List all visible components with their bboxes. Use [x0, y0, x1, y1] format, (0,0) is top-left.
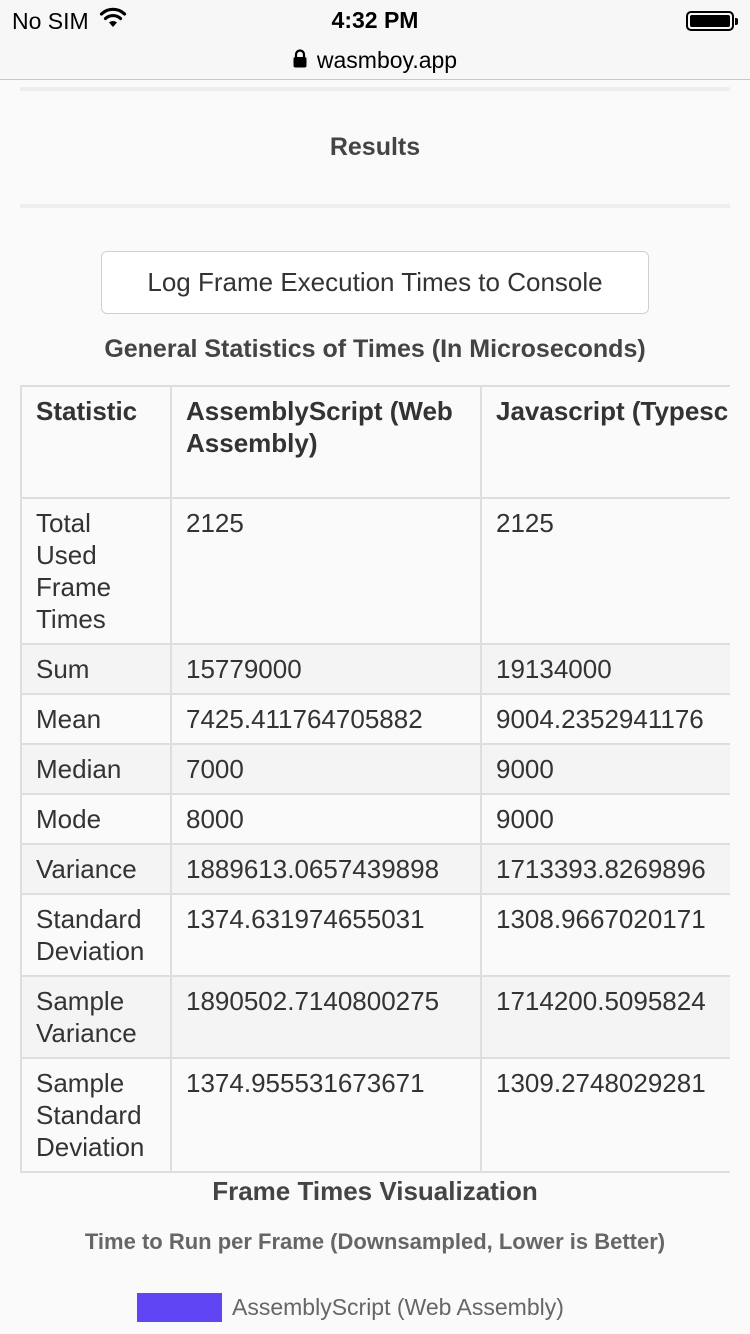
row-value-js: 1308.9667020171: [480, 893, 730, 977]
row-label: Variance: [20, 843, 172, 895]
row-label: Mode: [20, 793, 172, 845]
stats-table-container[interactable]: Statistic AssemblyScript (Web Assembly) …: [20, 385, 730, 1173]
row-value-as: 15779000: [170, 643, 482, 695]
row-value-as: 2125: [170, 497, 482, 645]
carrier-label: No SIM: [12, 7, 89, 34]
row-label: Median: [20, 743, 172, 795]
row-label: Sum: [20, 643, 172, 695]
table-row: Standard Deviation 1374.631974655031 130…: [20, 893, 730, 977]
divider: [20, 87, 730, 91]
row-value-as: 8000: [170, 793, 482, 845]
legend-swatch: [137, 1293, 222, 1322]
row-value-js: 19134000: [480, 643, 730, 695]
row-value-js: 2125: [480, 497, 730, 645]
legend-label: AssemblyScript (Web Assembly): [232, 1294, 564, 1320]
row-value-as: 1374.631974655031: [170, 893, 482, 977]
status-bar: No SIM 4:32 PM: [0, 0, 750, 42]
table-header-row: Statistic AssemblyScript (Web Assembly) …: [20, 385, 730, 499]
lock-icon: [293, 47, 307, 74]
table-row: Sample Variance 1890502.7140800275 17142…: [20, 975, 730, 1059]
header-javascript: Javascript (Typescript): [480, 385, 730, 499]
row-value-js: 9000: [480, 793, 730, 845]
header-statistic: Statistic: [20, 385, 172, 499]
row-value-as: 1889613.0657439898: [170, 843, 482, 895]
chart-legend[interactable]: AssemblyScript (Web Assembly): [137, 1293, 564, 1322]
row-value-js: 1713393.8269896: [480, 843, 730, 895]
url-domain[interactable]: wasmboy.app: [316, 47, 458, 73]
row-value-as: 1374.955531673671: [170, 1057, 482, 1173]
stats-title: General Statistics of Times (In Microsec…: [104, 335, 646, 363]
row-value-js: 9000: [480, 743, 730, 795]
visualization-title: Frame Times Visualization: [212, 1176, 538, 1206]
row-value-js: 1309.2748029281: [480, 1057, 730, 1173]
row-label: Standard Deviation: [20, 893, 172, 977]
table-row: Mean 7425.411764705882 9004.2352941176: [20, 693, 730, 745]
row-label: Sample Variance: [20, 975, 172, 1059]
table-row: Variance 1889613.0657439898 1713393.8269…: [20, 843, 730, 895]
row-value-js: 1714200.5095824: [480, 975, 730, 1059]
url-bar[interactable]: wasmboy.app: [0, 42, 750, 80]
row-value-as: 7425.411764705882: [170, 693, 482, 745]
header-assemblyscript: AssemblyScript (Web Assembly): [170, 385, 482, 499]
row-value-js: 9004.2352941176: [480, 693, 730, 745]
stats-table: Statistic AssemblyScript (Web Assembly) …: [20, 385, 730, 1173]
row-label: Mean: [20, 693, 172, 745]
row-value-as: 7000: [170, 743, 482, 795]
table-row: Median 7000 9000: [20, 743, 730, 795]
table-row: Mode 8000 9000: [20, 793, 730, 845]
log-frame-times-button[interactable]: Log Frame Execution Times to Console: [101, 251, 649, 314]
table-row: Sample Standard Deviation 1374.955531673…: [20, 1057, 730, 1173]
table-row: Total Used Frame Times 2125 2125: [20, 497, 730, 645]
table-row: Sum 15779000 19134000: [20, 643, 730, 695]
page-content: Results Log Frame Execution Times to Con…: [0, 81, 750, 1334]
status-left: No SIM: [12, 7, 127, 35]
battery-icon: [686, 11, 738, 31]
visualization-subtitle: Time to Run per Frame (Downsampled, Lowe…: [84, 1229, 666, 1254]
row-value-as: 1890502.7140800275: [170, 975, 482, 1059]
row-label: Sample Standard Deviation: [20, 1057, 172, 1173]
results-title: Results: [329, 133, 421, 161]
row-label: Total Used Frame Times: [20, 497, 172, 645]
divider: [20, 204, 730, 208]
wifi-icon: [99, 7, 127, 35]
clock: 4:32 PM: [331, 7, 419, 33]
